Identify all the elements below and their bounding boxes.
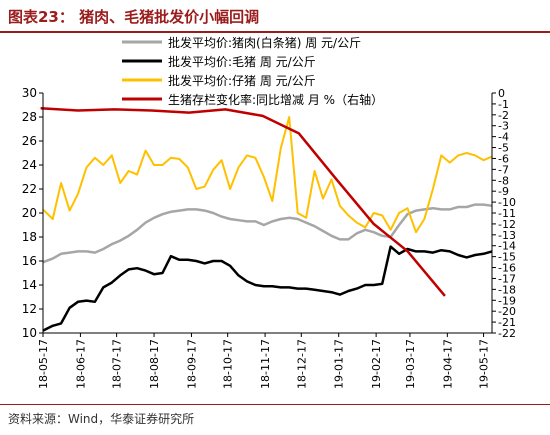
legend-label-piglet: 批发平均价:仔猪 周 元/公斤 bbox=[168, 73, 316, 88]
right-axis-tick-label: 0 bbox=[498, 87, 505, 100]
x-axis-tick-label: 19-03-17 bbox=[404, 339, 417, 389]
x-axis-tick-label: 18-08-17 bbox=[148, 339, 161, 389]
left-axis-tick-label: 18 bbox=[22, 230, 37, 244]
right-axis-tick-label: -10 bbox=[498, 196, 516, 209]
right-axis-tick-label: -8 bbox=[498, 174, 509, 187]
right-axis-tick-label: -6 bbox=[498, 152, 509, 165]
right-axis-tick-label: -14 bbox=[498, 240, 516, 253]
right-axis-tick-label: -12 bbox=[498, 218, 516, 231]
right-axis-tick-label: -18 bbox=[498, 283, 516, 296]
right-axis-tick-label: -4 bbox=[498, 131, 509, 144]
series-line-inventory bbox=[40, 107, 446, 297]
right-axis-tick-label: -21 bbox=[498, 316, 516, 329]
right-axis-tick-label: -3 bbox=[498, 120, 509, 133]
x-axis-tick-label: 18-07-17 bbox=[111, 339, 124, 389]
series-line-pork bbox=[42, 203, 493, 264]
x-axis-tick-label: 19-02-17 bbox=[370, 339, 383, 389]
x-axis-tick-label: 18-12-17 bbox=[295, 339, 308, 389]
x-axis-tick-label: 18-10-17 bbox=[222, 339, 235, 389]
series-layer bbox=[40, 107, 493, 332]
left-axis-tick-label: 14 bbox=[22, 278, 37, 292]
right-axis-tick-label: -2 bbox=[498, 109, 509, 122]
x-axis-tick-label: 19-05-17 bbox=[478, 339, 491, 389]
left-axis-tick-label: 12 bbox=[22, 302, 37, 316]
left-axis-tick-label: 20 bbox=[22, 206, 37, 220]
figure-title: 图表23： 猪肉、毛猪批发价小幅回调 bbox=[8, 8, 260, 26]
right-axis-tick-label: -7 bbox=[498, 163, 509, 176]
right-axis-tick-label: -11 bbox=[498, 207, 516, 220]
x-axis-tick-label: 19-01-17 bbox=[333, 339, 346, 389]
right-axis-tick-label: -17 bbox=[498, 272, 516, 285]
x-axis-tick-label: 18-05-17 bbox=[37, 339, 50, 389]
right-axis-tick-label: -20 bbox=[498, 305, 516, 318]
x-axis-tick-label: 18-06-17 bbox=[74, 339, 87, 389]
x-axis-tick-label: 18-09-17 bbox=[185, 339, 198, 389]
right-axis-tick-label: -1 bbox=[498, 98, 509, 111]
legend-label-hog: 批发平均价:毛猪 周 元/公斤 bbox=[168, 54, 316, 69]
left-axis-tick-label: 26 bbox=[22, 134, 37, 148]
series-line-hog bbox=[42, 245, 493, 332]
right-axis-tick-label: -16 bbox=[498, 262, 516, 275]
left-axis-tick-label: 10 bbox=[22, 326, 37, 340]
left-axis-tick-label: 16 bbox=[22, 254, 37, 268]
right-axis-tick-label: -5 bbox=[498, 142, 509, 155]
left-axis-tick-label: 22 bbox=[22, 182, 37, 196]
legend-label-inventory: 生猪存栏变化率:同比增减 月 %（右轴） bbox=[168, 92, 383, 107]
source-divider bbox=[0, 404, 550, 405]
figure-source: 资料来源：Wind，华泰证券研究所 bbox=[8, 412, 195, 426]
figure-title-bar: 图表23： 猪肉、毛猪批发价小幅回调 bbox=[0, 0, 550, 33]
right-axis-tick-label: -22 bbox=[498, 327, 516, 340]
left-axis-tick-label: 30 bbox=[22, 86, 37, 100]
legend-label-pork: 批发平均价:猪肉(白条猪) 周 元/公斤 bbox=[168, 35, 361, 50]
right-axis-tick-label: -13 bbox=[498, 229, 516, 242]
series-line-piglet bbox=[42, 116, 493, 234]
title-divider bbox=[0, 31, 550, 33]
x-axis-tick-label: 18-11-17 bbox=[259, 339, 272, 389]
right-axis-tick-label: -19 bbox=[498, 294, 516, 307]
left-axis-tick-label: 24 bbox=[22, 158, 37, 172]
right-axis-tick-label: -9 bbox=[498, 185, 509, 198]
left-axis-tick-label: 28 bbox=[22, 110, 37, 124]
x-axis-tick-label: 19-04-17 bbox=[441, 339, 454, 389]
right-axis-tick-label: -15 bbox=[498, 251, 516, 264]
